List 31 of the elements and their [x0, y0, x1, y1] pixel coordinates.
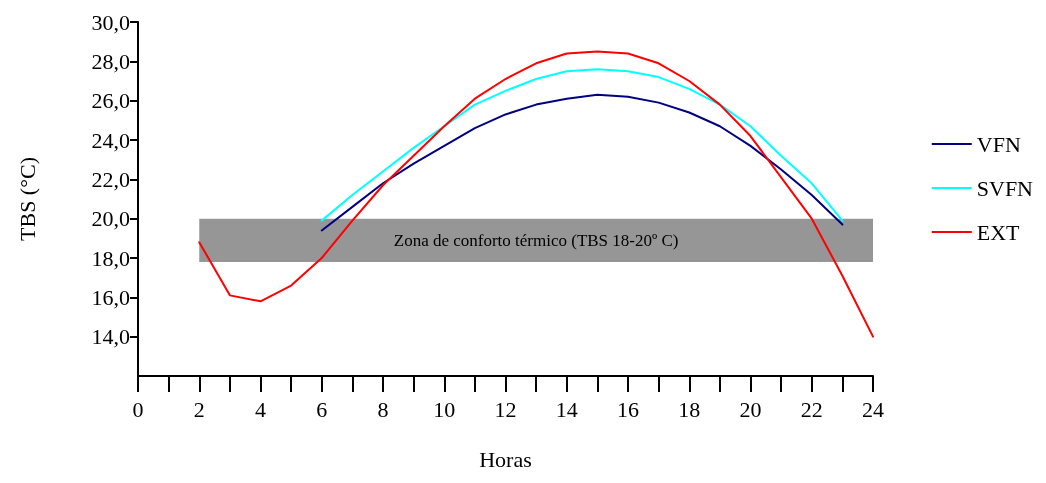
x-tick-label: 14: [555, 396, 578, 422]
x-tick-label: 10: [433, 396, 456, 422]
y-tick-label: 18,0: [91, 245, 130, 271]
y-tick-label: 14,0: [91, 324, 130, 350]
y-tick-label: 22,0: [91, 166, 130, 192]
x-tick-label: 20: [739, 396, 762, 422]
y-axis-title: TBS (°C): [14, 157, 40, 241]
y-tick-label: 20,0: [91, 206, 130, 232]
y-tick-label: 26,0: [91, 88, 130, 114]
legend-label: SVFN: [976, 175, 1034, 201]
x-tick-label: 4: [255, 396, 266, 422]
x-tick-label: 18: [678, 396, 701, 422]
y-tick-label: 28,0: [91, 48, 130, 74]
x-tick-label: 22: [800, 396, 823, 422]
x-tick-label: 6: [316, 396, 328, 422]
x-tick-label: 0: [132, 396, 144, 422]
x-tick-label: 2: [193, 396, 205, 422]
legend-label: EXT: [976, 219, 1021, 245]
legend-label: VFN: [976, 131, 1021, 157]
y-tick-label: 30,0: [91, 9, 130, 35]
y-tick-label: 16,0: [91, 284, 130, 310]
line-series: [320, 68, 844, 222]
band-label: Zona de conforto térmico (TBS 18-20º C): [393, 230, 679, 250]
line-series: [320, 93, 844, 232]
x-tick-label: 16: [617, 396, 639, 422]
x-tick-label: 12: [494, 396, 517, 422]
x-tick-label: 24: [862, 396, 884, 422]
x-axis-title: Horas: [479, 446, 532, 472]
y-tick-label: 24,0: [91, 127, 130, 153]
x-tick-label: 8: [377, 396, 389, 422]
line-series: [198, 50, 874, 338]
